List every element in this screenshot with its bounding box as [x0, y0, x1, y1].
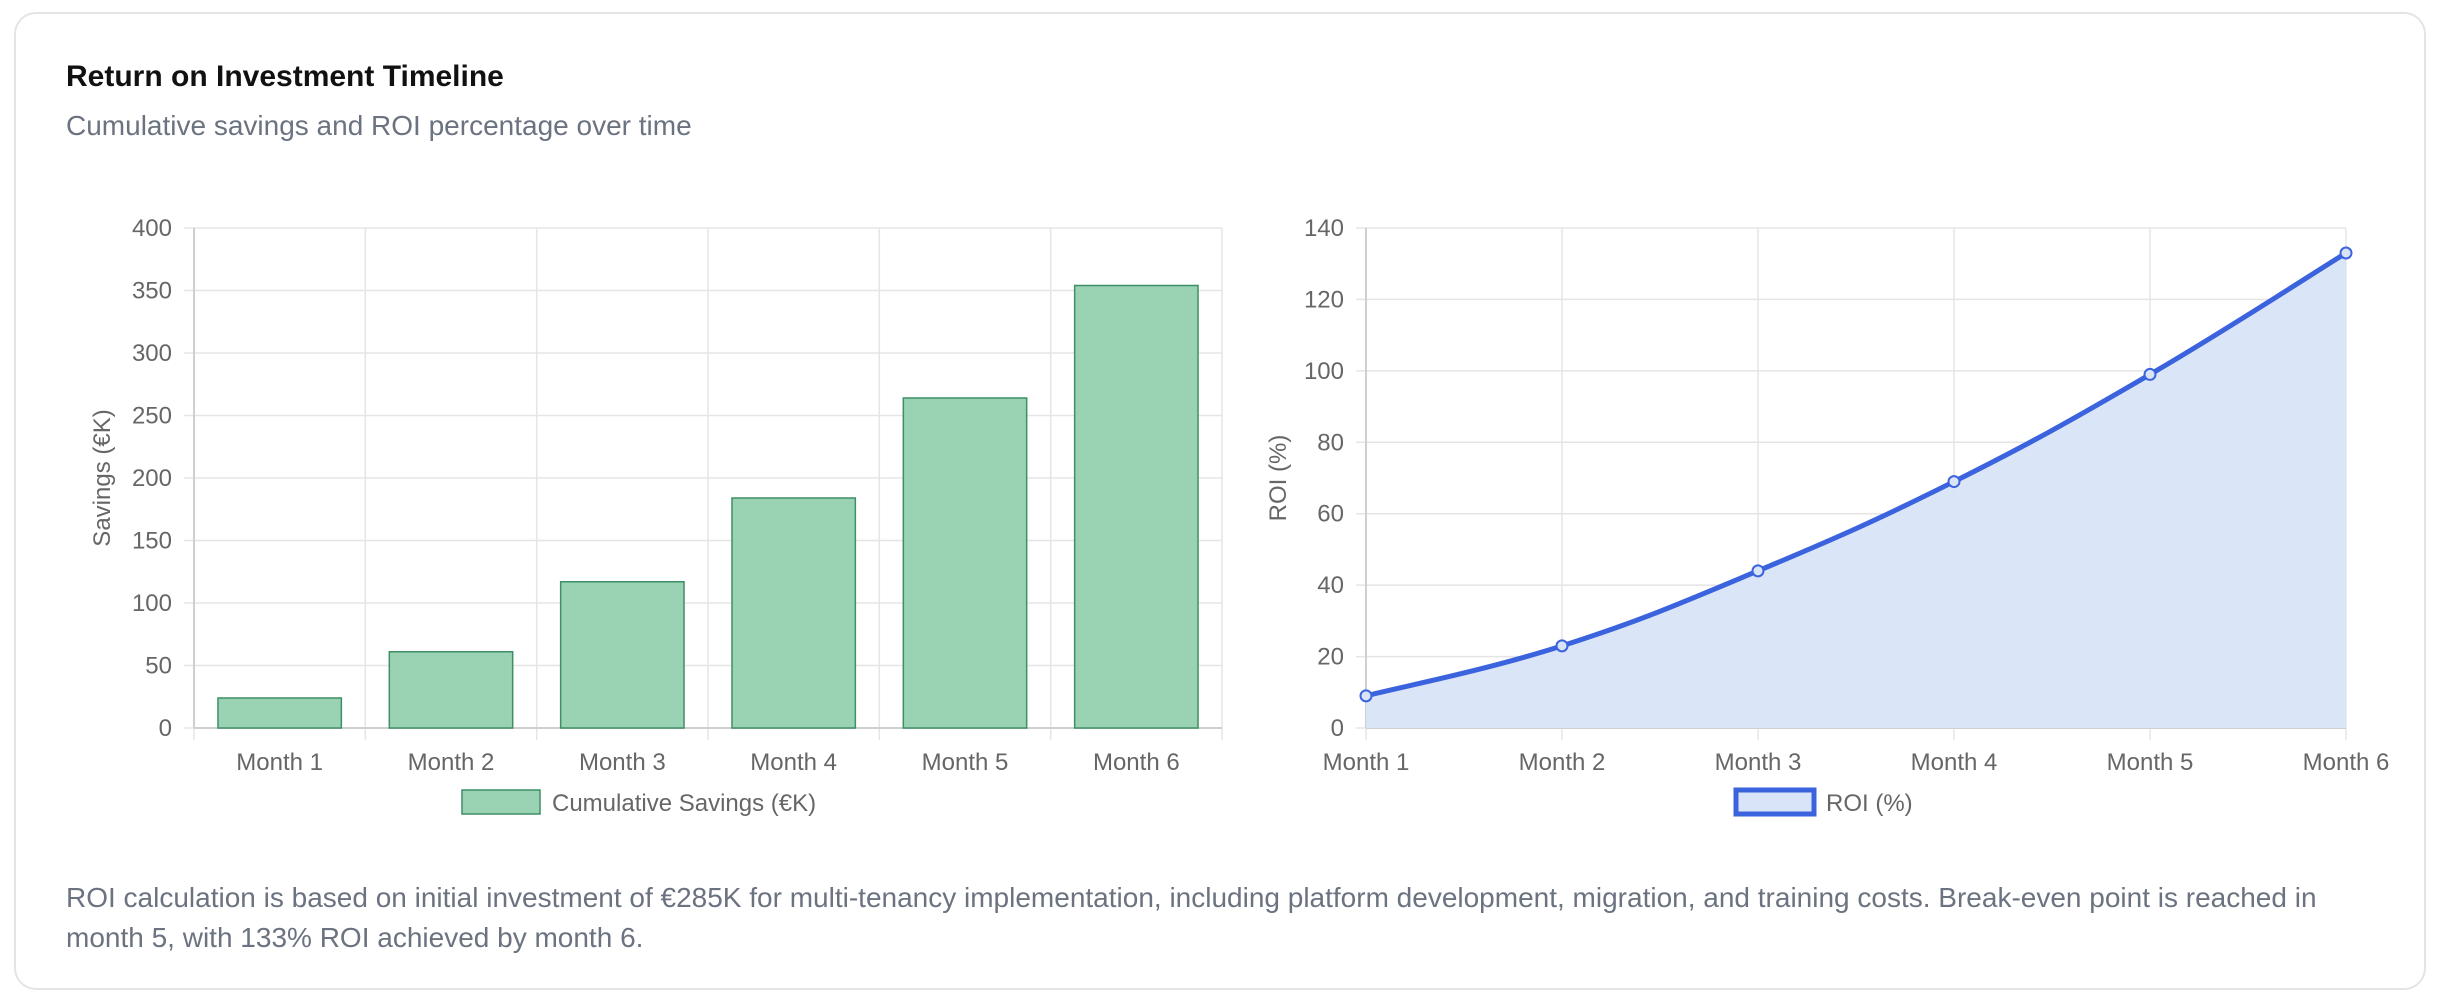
bar-chart-y-tick: 400 [132, 215, 172, 242]
bar-chart-x-tick: Month 2 [408, 749, 495, 776]
bar-chart-y-tick: 100 [132, 590, 172, 617]
line-chart-y-tick: 20 [1317, 644, 1344, 671]
bar-chart-y-tick: 300 [132, 340, 172, 367]
line-chart-y-tick: 0 [1331, 715, 1344, 742]
line-chart-y-axis-title: ROI (%) [1265, 435, 1292, 522]
bar-chart-x-tick: Month 1 [236, 749, 323, 776]
roi-point[interactable] [1359, 689, 1373, 703]
line-chart-x-tick: Month 2 [1519, 749, 1606, 776]
bar-chart-legend-label: Cumulative Savings (€K) [552, 790, 816, 817]
bar-chart-x-tick: Month 6 [1093, 749, 1180, 776]
bar-chart-x-tick: Month 5 [922, 749, 1009, 776]
bar-chart-legend[interactable]: Cumulative Savings (€K) [461, 789, 816, 817]
line-chart-x-tick: Month 5 [2107, 749, 2194, 776]
bar-chart-y-tick: 250 [132, 403, 172, 430]
roi-footnote: ROI calculation is based on initial inve… [66, 882, 2317, 953]
bar-chart-grid [184, 227, 1223, 740]
bar-chart-x-tick: Month 3 [579, 749, 666, 776]
savings-bar-chart: 0 50 100 150 200 250 300 350 400 Month 1 Month 2 Mo… [89, 215, 1223, 817]
line-chart-y-tick: 40 [1317, 572, 1344, 599]
line-chart-points [1359, 246, 2353, 703]
savings-bar[interactable] [388, 651, 514, 729]
roi-line [1365, 250, 2348, 699]
line-chart-x-tick: Month 4 [1911, 749, 1998, 776]
line-chart-y-tick: 120 [1304, 286, 1344, 313]
line-chart-x-tick: Month 6 [2303, 749, 2390, 776]
line-chart-y-tick: 60 [1317, 501, 1344, 528]
roi-point[interactable] [1751, 564, 1765, 578]
line-chart-ticks: 0 20 40 60 80 100 120 140 Month 1 Month 2 Month 3 M… [1304, 215, 2389, 776]
bar-chart-ticks: 0 50 100 150 200 250 300 350 400 Month 1 Month 2 Mo… [132, 215, 1180, 776]
bar-chart-legend-swatch [461, 789, 541, 815]
bar-chart-y-tick: 350 [132, 278, 172, 305]
savings-bar[interactable] [731, 497, 857, 729]
line-chart-x-tick: Month 1 [1323, 749, 1410, 776]
roi-area [1366, 253, 2346, 728]
bar-chart-y-tick: 200 [132, 465, 172, 492]
card-title: Return on Investment Timeline [66, 60, 504, 93]
roi-card: Return on Investment Timeline Cumulative… [14, 12, 2426, 990]
roi-point[interactable] [1947, 475, 1961, 489]
line-chart-legend[interactable]: ROI (%) [1733, 787, 1913, 817]
roi-point[interactable] [2339, 246, 2353, 260]
savings-bar[interactable] [902, 397, 1028, 729]
roi-line-chart: 0 20 40 60 80 100 120 140 Month 1 Month 2 Month 3 M… [1265, 215, 2389, 817]
roi-point[interactable] [2143, 367, 2157, 381]
bar-chart-y-axis-title: Savings (€K) [89, 409, 116, 546]
line-chart-y-tick: 80 [1317, 429, 1344, 456]
line-chart-legend-swatch [1733, 787, 1817, 817]
card-subtitle: Cumulative savings and ROI percentage ov… [66, 110, 692, 141]
roi-point[interactable] [1555, 639, 1569, 653]
line-chart-y-tick: 100 [1304, 358, 1344, 385]
bar-chart-y-tick: 0 [159, 715, 172, 742]
bar-chart-bars [217, 284, 1199, 729]
savings-bar[interactable] [1073, 284, 1199, 729]
bar-chart-y-tick: 50 [145, 653, 172, 680]
line-chart-legend-label: ROI (%) [1826, 790, 1913, 817]
line-chart-y-tick: 140 [1304, 215, 1344, 242]
bar-chart-x-tick: Month 4 [750, 749, 837, 776]
bar-chart-y-tick: 150 [132, 528, 172, 555]
line-chart-x-tick: Month 3 [1715, 749, 1802, 776]
savings-bar[interactable] [217, 697, 343, 729]
savings-bar[interactable] [559, 581, 685, 729]
